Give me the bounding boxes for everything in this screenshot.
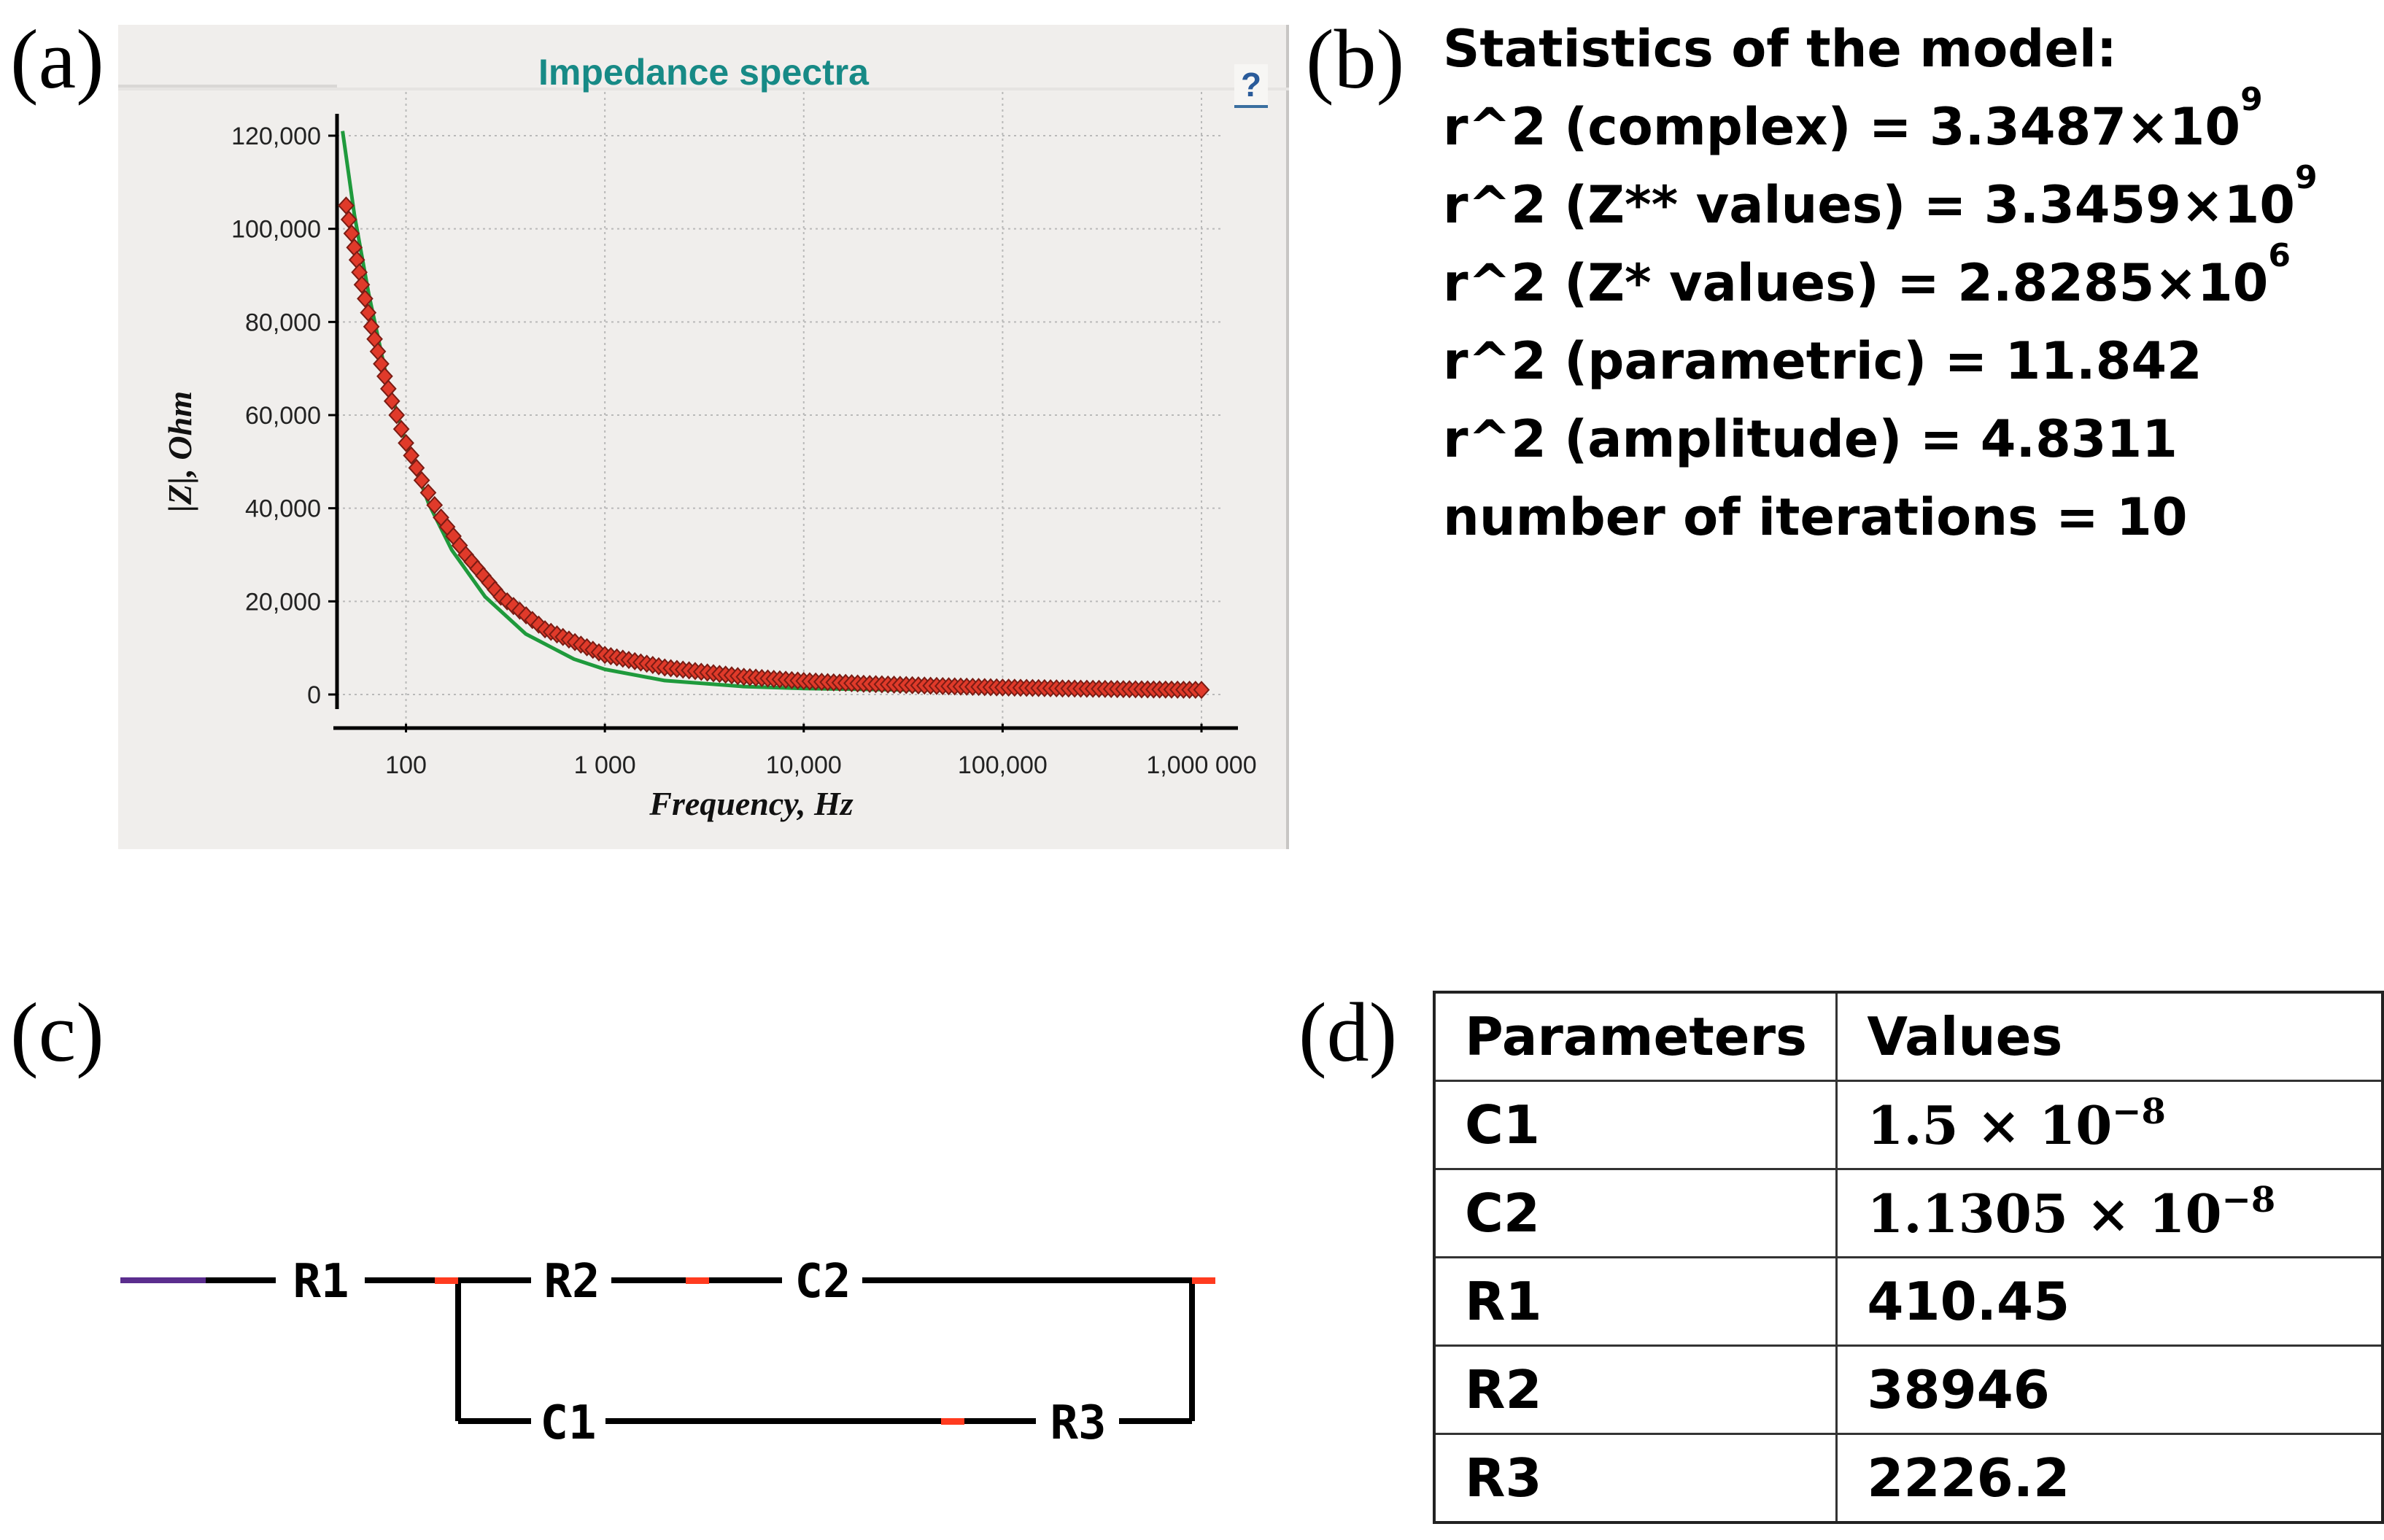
parameter-name: R3 (1433, 1433, 1838, 1524)
impedance-chart-window: Impedance spectra ? 0 20,000 40,000 60,000 8… (118, 25, 1289, 849)
stat-line: r^2 (Z** values) = 3.3459×109 (1443, 162, 2318, 244)
y-tick-label: 20,000 (245, 588, 321, 616)
y-tick-label: 120,000 (231, 123, 321, 150)
node-marker (435, 1277, 458, 1284)
data-point (388, 406, 406, 425)
data-point (398, 433, 414, 452)
value-exponent: −8 (2112, 1091, 2166, 1132)
panel-label-b: (b) (1306, 13, 1405, 107)
value-mantissa: 2226.2 (1867, 1447, 2070, 1509)
data-point (392, 419, 410, 438)
data-series (338, 131, 1210, 700)
stat-text: r^2 (complex) = 3.3487×10 (1443, 97, 2241, 157)
parameter-name: R2 (1433, 1344, 1838, 1435)
stat-text: r^2 (amplitude) = 4.8311 (1443, 409, 2178, 469)
data-point (383, 392, 400, 411)
y-tick-label: 40,000 (245, 495, 321, 523)
value-mantissa: 1.5 × 10 (1867, 1094, 2113, 1156)
parameter-name: C1 (1433, 1080, 1838, 1170)
column-header-values: Values (1835, 991, 2384, 1082)
x-tick-label: 100 (385, 751, 427, 779)
data-point (360, 303, 377, 322)
y-tick-label: 60,000 (245, 402, 321, 430)
parameter-value: 38946 (1835, 1344, 2384, 1435)
table-row: C1 1.5 × 10−8 (1433, 1080, 2384, 1170)
window-header-divider (118, 88, 1289, 90)
parameter-value: 2226.2 (1835, 1433, 2384, 1524)
panel-label-c: (c) (10, 986, 104, 1080)
column-header-parameters: Parameters (1433, 991, 1838, 1082)
window-separator (118, 85, 337, 88)
grid (337, 92, 1223, 724)
y-tick-label: 0 (307, 681, 321, 709)
stat-text: number of iterations = 10 (1443, 487, 2188, 547)
node-marker (941, 1418, 964, 1425)
x-tick-label: 10,000 (766, 751, 842, 779)
component-label-r3: R3 (1050, 1396, 1106, 1450)
x-axis-title: Frequency, Hz (649, 785, 853, 822)
data-point (408, 458, 425, 477)
impedance-chart: 0 20,000 40,000 60,000 80,000 100,000 120,000 1… (161, 92, 1257, 822)
stat-line: number of iterations = 10 (1443, 479, 2318, 557)
table-row: R1 410.45 (1433, 1256, 2384, 1347)
table-row: R3 2226.2 (1433, 1433, 2384, 1524)
data-point (426, 495, 444, 514)
stat-text: r^2 (Z** values) = 3.3459×10 (1443, 175, 2295, 235)
component-label-r2: R2 (543, 1255, 600, 1309)
stat-line: r^2 (parametric) = 11.842 (1443, 322, 2318, 401)
table-header-row: Parameters Values (1433, 991, 2384, 1082)
data-point (413, 471, 430, 490)
table-row: R2 38946 (1433, 1344, 2384, 1435)
x-tick-label: 1,000 000 (1146, 751, 1256, 779)
parameter-value: 410.45 (1835, 1256, 2384, 1347)
data-point (403, 446, 420, 465)
model-statistics: Statistics of the model: r^2 (complex) =… (1443, 10, 2318, 557)
table-row: C2 1.1305 × 10−8 (1433, 1168, 2384, 1258)
y-tick-label: 100,000 (231, 216, 321, 244)
component-label-c1: C1 (540, 1396, 596, 1450)
parameter-value: 1.1305 × 10−8 (1835, 1168, 2384, 1258)
data-point (419, 483, 437, 502)
value-mantissa: 410.45 (1867, 1271, 2070, 1332)
value-exponent: −8 (2221, 1179, 2276, 1220)
stat-exponent: 6 (2268, 237, 2291, 274)
stat-text: r^2 (parametric) = 11.842 (1443, 331, 2202, 391)
node-marker (1192, 1277, 1215, 1284)
stat-exponent: 9 (2240, 81, 2263, 118)
stat-line: r^2 (complex) = 3.3487×109 (1443, 84, 2318, 166)
stat-line: r^2 (amplitude) = 4.8311 (1443, 401, 2318, 479)
panel-label-a: (a) (10, 13, 104, 107)
axes: 0 20,000 40,000 60,000 80,000 100,000 120,000 1… (231, 114, 1257, 779)
stat-text: r^2 (Z* values) = 2.8285×10 (1443, 253, 2269, 313)
x-tick-label: 100,000 (958, 751, 1048, 779)
y-axis-title: |Z|, Ohm (161, 391, 198, 512)
parameter-name: C2 (1433, 1168, 1838, 1258)
data-point (1193, 681, 1210, 700)
data-point (357, 289, 374, 308)
stats-heading: Statistics of the model: (1443, 19, 2117, 79)
parameters-table: Parameters Values C1 1.5 × 10−8 C2 1.1305 ×… (1433, 991, 2384, 1524)
value-mantissa: 38946 (1867, 1359, 2050, 1420)
parameter-value: 1.5 × 10−8 (1835, 1080, 2384, 1170)
component-label-c2: C2 (794, 1255, 851, 1309)
component-label-r1: R1 (293, 1255, 349, 1309)
value-mantissa: 1.1305 × 10 (1867, 1182, 2222, 1245)
chart-title: Impedance spectra (538, 52, 869, 93)
stat-line: r^2 (Z* values) = 2.8285×106 (1443, 240, 2318, 322)
panel-label-d: (d) (1299, 986, 1398, 1080)
x-tick-label: 1 000 (574, 751, 636, 779)
help-button[interactable]: ? (1234, 64, 1268, 108)
node-marker (686, 1277, 709, 1284)
data-point (353, 275, 371, 294)
stat-exponent: 9 (2295, 159, 2318, 196)
parameter-name: R1 (1433, 1256, 1838, 1347)
y-tick-label: 80,000 (245, 309, 321, 336)
